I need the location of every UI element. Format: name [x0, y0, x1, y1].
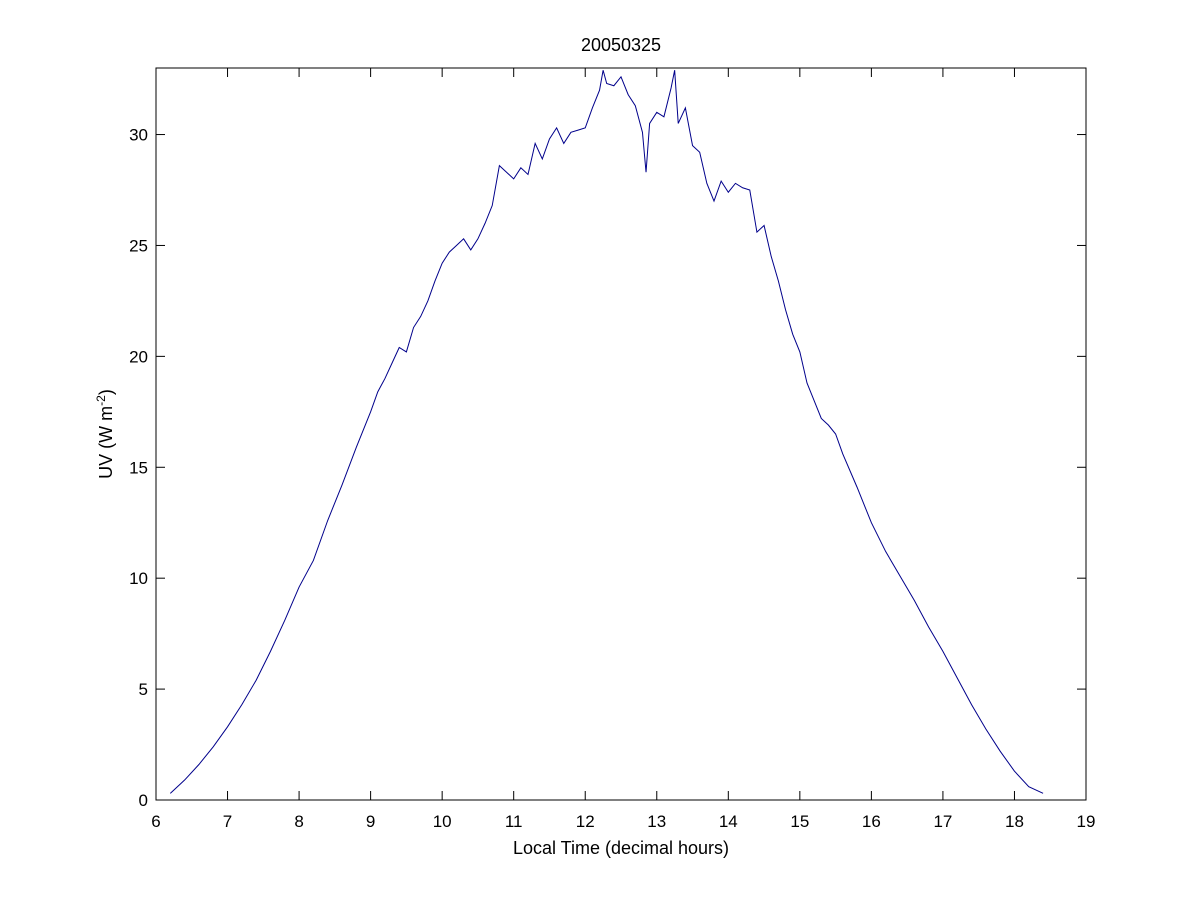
- x-tick-label: 13: [647, 812, 666, 831]
- y-tick-label: 30: [129, 126, 148, 145]
- x-axis-ticks: 6 7 8 9 10 11 12 13 14 15 16 17 18 19: [151, 68, 1095, 831]
- y-tick-label: 5: [139, 680, 148, 699]
- y-axis-label-close: ): [96, 389, 116, 395]
- y-tick-label: 25: [129, 236, 148, 255]
- y-axis-ticks: 0 5 10 15 20 25 30: [129, 126, 1086, 810]
- x-tick-label: 8: [294, 812, 303, 831]
- y-tick-label: 0: [139, 791, 148, 810]
- y-axis-label-base: UV (W m: [96, 406, 116, 479]
- x-tick-label: 9: [366, 812, 375, 831]
- y-tick-label: 15: [129, 458, 148, 477]
- x-tick-label: 6: [151, 812, 160, 831]
- x-tick-label: 18: [1005, 812, 1024, 831]
- x-tick-label: 11: [505, 812, 523, 831]
- x-tick-label: 12: [576, 812, 595, 831]
- x-tick-label: 10: [433, 812, 452, 831]
- chart-title: 20050325: [581, 35, 661, 55]
- x-tick-label: 19: [1077, 812, 1096, 831]
- x-tick-label: 15: [790, 812, 809, 831]
- x-tick-label: 7: [223, 812, 232, 831]
- y-axis-label: UV (W m-2): [94, 389, 116, 479]
- x-tick-label: 17: [933, 812, 952, 831]
- y-tick-label: 20: [129, 347, 148, 366]
- y-tick-label: 10: [129, 569, 148, 588]
- x-tick-label: 14: [719, 812, 738, 831]
- plot-area: [155, 67, 1087, 801]
- x-axis-label: Local Time (decimal hours): [513, 838, 729, 858]
- uv-series-line: [169, 70, 1044, 794]
- x-tick-label: 16: [862, 812, 881, 831]
- y-axis-label-superscript: -2: [94, 395, 108, 406]
